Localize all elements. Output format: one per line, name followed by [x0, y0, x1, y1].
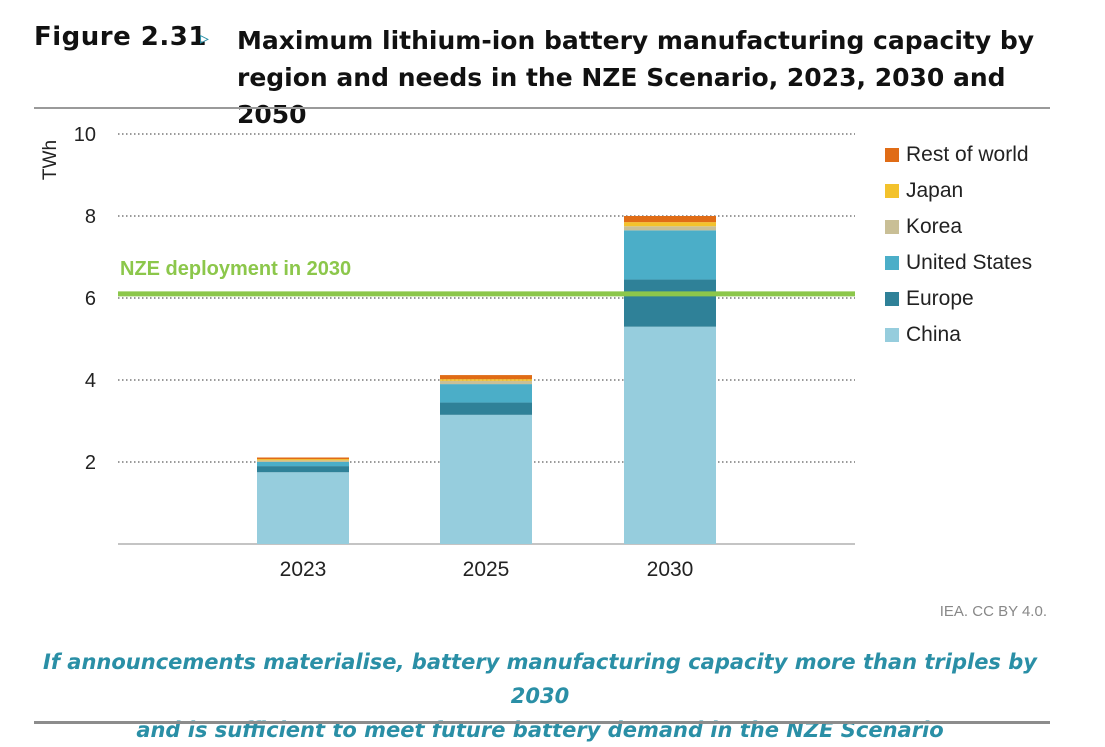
bar-segment-europe — [624, 279, 716, 327]
bar-segment-korea — [440, 380, 532, 385]
bar-segment-rest-of-world — [624, 216, 716, 223]
legend-item: Europe — [885, 281, 1032, 317]
legend-label: Europe — [906, 287, 974, 310]
chart: TWh 2 4 6 8 10 2023 2025 2030 NZE deployment in 2… — [40, 124, 855, 581]
figure-arrow-icon: ▹ — [200, 28, 210, 48]
bar-segment-united-states — [257, 462, 349, 467]
legend-swatch — [885, 184, 899, 198]
legend-item: Korea — [885, 209, 1032, 245]
source-credit: IEA. CC BY 4.0. — [939, 603, 1047, 620]
y-tick-label: 8 — [85, 206, 96, 228]
figure-caption: If announcements materialise, battery ma… — [40, 645, 1040, 747]
bar-segment-china — [624, 326, 716, 544]
legend-swatch — [885, 256, 899, 270]
x-tick-label: 2025 — [463, 558, 510, 581]
bar-segment-china — [257, 472, 349, 544]
bar-segment-rest-of-world — [440, 375, 532, 380]
legend-item: China — [885, 317, 1032, 353]
legend-swatch — [885, 328, 899, 342]
legend-swatch — [885, 148, 899, 162]
legend-item: Rest of world — [885, 137, 1032, 173]
caption-line: and is sufficient to meet future battery… — [136, 718, 944, 742]
chart-legend: Rest of world Japan Korea United States Euro… — [885, 137, 1032, 353]
bar-segment-europe — [257, 466, 349, 473]
y-tick-label: 4 — [85, 370, 96, 392]
legend-label: Rest of world — [906, 143, 1029, 166]
bar-segment-korea — [624, 226, 716, 231]
y-tick-label: 6 — [85, 288, 96, 310]
legend-label: Korea — [906, 215, 963, 238]
bar-segment-japan — [440, 379, 532, 381]
bar-segment-united-states — [624, 230, 716, 280]
bar-segment-europe — [440, 402, 532, 415]
bar-segment-korea — [257, 460, 349, 462]
legend-item: United States — [885, 245, 1032, 281]
legend-label: China — [906, 323, 961, 346]
legend-item: Japan — [885, 173, 1032, 209]
figure-title: Maximum lithium-ion battery manufacturin… — [237, 26, 1035, 129]
legend-swatch — [885, 220, 899, 234]
bar-segment-japan — [624, 222, 716, 227]
bar-segment-rest-of-world — [257, 457, 349, 460]
x-tick-label: 2030 — [647, 558, 694, 581]
legend-label: United States — [906, 251, 1033, 274]
legend-swatch — [885, 292, 899, 306]
top-divider — [34, 107, 1050, 109]
x-tick-label: 2023 — [280, 558, 327, 581]
bar-segment-japan — [257, 459, 349, 461]
legend-label: Japan — [906, 179, 964, 202]
bar-segment-united-states — [440, 384, 532, 403]
figure-header: Figure 2.31 ▹ Maximum lithium-ion batter… — [34, 22, 1054, 129]
nze-reference-label: NZE deployment in 2030 — [120, 258, 351, 280]
y-tick-label: 10 — [74, 124, 96, 146]
bottom-divider — [34, 721, 1050, 724]
caption-line: If announcements materialise, battery ma… — [43, 650, 1037, 708]
bar-segment-china — [440, 414, 532, 544]
y-axis-label: TWh — [40, 140, 61, 180]
figure-label: Figure 2.31 — [34, 22, 207, 52]
y-tick-label: 2 — [85, 452, 96, 474]
